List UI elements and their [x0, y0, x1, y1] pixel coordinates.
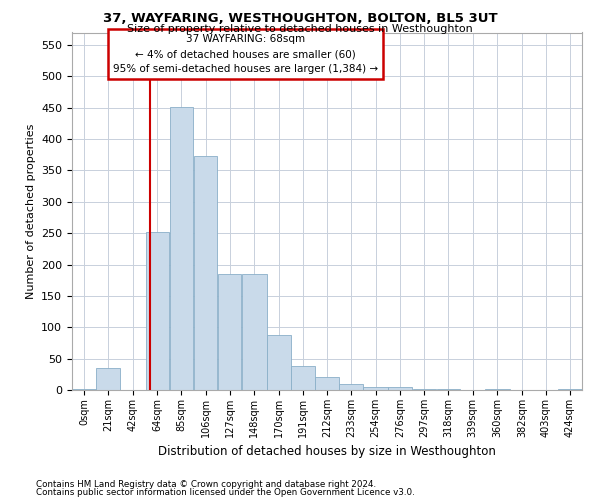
- Bar: [72, 388, 96, 390]
- Bar: [363, 387, 388, 390]
- Bar: [267, 335, 291, 390]
- Bar: [242, 274, 266, 390]
- Bar: [485, 388, 509, 390]
- Text: Contains HM Land Registry data © Crown copyright and database right 2024.: Contains HM Land Registry data © Crown c…: [36, 480, 376, 489]
- Text: Size of property relative to detached houses in Westhoughton: Size of property relative to detached ho…: [127, 24, 473, 34]
- Bar: [218, 274, 241, 390]
- X-axis label: Distribution of detached houses by size in Westhoughton: Distribution of detached houses by size …: [158, 446, 496, 458]
- Text: 37, WAYFARING, WESTHOUGHTON, BOLTON, BL5 3UT: 37, WAYFARING, WESTHOUGHTON, BOLTON, BL5…: [103, 12, 497, 26]
- Bar: [96, 368, 120, 390]
- Bar: [558, 388, 582, 390]
- Text: 37 WAYFARING: 68sqm
← 4% of detached houses are smaller (60)
95% of semi-detache: 37 WAYFARING: 68sqm ← 4% of detached hou…: [113, 34, 378, 74]
- Text: Contains public sector information licensed under the Open Government Licence v3: Contains public sector information licen…: [36, 488, 415, 497]
- Bar: [146, 232, 169, 390]
- Bar: [291, 366, 315, 390]
- Y-axis label: Number of detached properties: Number of detached properties: [26, 124, 35, 299]
- Bar: [315, 378, 339, 390]
- Bar: [437, 388, 460, 390]
- Bar: [388, 387, 412, 390]
- Bar: [413, 388, 436, 390]
- Bar: [170, 106, 193, 390]
- Bar: [339, 384, 363, 390]
- Bar: [194, 156, 217, 390]
